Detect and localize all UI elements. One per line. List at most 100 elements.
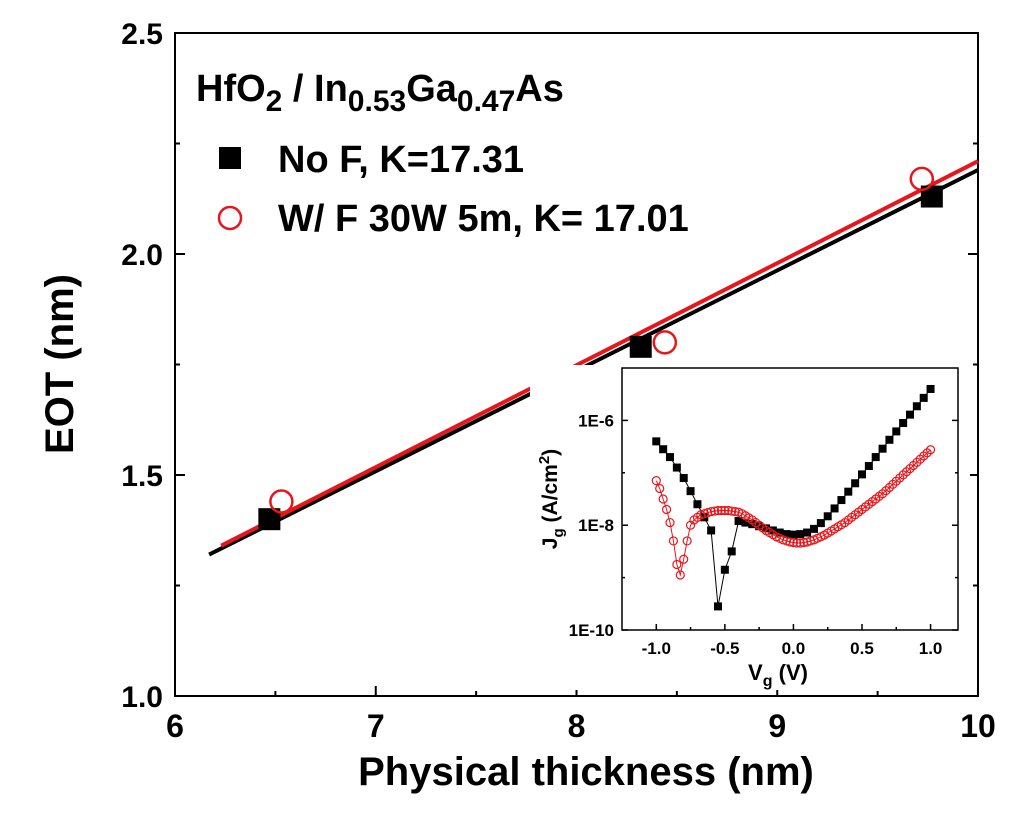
inset-point-no-f [789,530,798,539]
inset-point-no-f [659,445,668,454]
main-plot: 6 7 8 9 10 1.0 1.5 2.0 2.5 Physical thickness (… [38,18,996,794]
inset-point-no-f [899,419,908,428]
main-y-tick-label: 2.0 [121,239,163,272]
main-x-ticks: 6 7 8 9 10 [166,686,996,744]
inset-point-no-f [871,453,880,462]
inset-point-no-f [906,410,914,419]
inset-point-with-f [675,570,685,580]
inset-point-with-f [665,517,675,528]
inset-point-with-f [682,536,692,546]
inset-point-with-f [730,506,740,517]
inset-point-with-f [679,554,689,564]
inset-point-no-f [707,526,716,535]
inset-x-title-rest: (V) [773,660,808,685]
main-y-tick-label: 2.5 [121,18,163,51]
inset-point-no-f [693,500,702,509]
main-y-tick-label: 1.0 [121,681,163,714]
inset-y-title-sup: 2 [536,456,553,464]
inset-point-with-f [720,505,730,516]
inset-point-with-f [706,506,716,517]
legend-label-no-f: No F, K=17.31 [278,139,524,181]
inset-point-no-f [686,487,695,496]
inset-point-with-f [925,445,936,455]
inset-point-with-f [672,559,682,570]
inset-point-with-f [799,537,809,548]
fit-line-no-f [208,168,979,557]
inset-point-with-f [727,506,737,516]
inset-y-tick-label: 1E-6 [578,411,614,430]
legend-title: HfO2 / In0.53Ga0.47As [196,68,564,118]
inset-point-with-f [785,537,795,547]
main-x-tick-label: 10 [960,708,996,744]
inset-x-ticks: -1.0 -0.5 0.0 0.5 1.0 [642,624,943,658]
inset-point-with-f [668,536,679,546]
inset-point-no-f [864,461,873,470]
main-fit-lines [208,159,979,557]
inset-x-title-sub: g [763,673,773,690]
legend-marker-with-f [217,205,243,231]
inset-plot: -1.0 -0.5 0.0 0.5 1.0 1E-10 1E-8 1E-6 Vg (V) J… [530,365,970,690]
inset-point-with-f [792,538,802,548]
inset-point-no-f [727,547,736,556]
inset-x-tick-label: 0.0 [782,639,806,658]
legend-label-with-f: W/ F 30W 5m, K= 17.01 [278,198,689,240]
inset-series [651,384,936,611]
inset-point-with-f [788,537,799,548]
inset-point-no-f [830,504,839,513]
main-y-tick-label: 1.5 [121,460,163,493]
legend-title-sub-2: 2 [266,85,283,118]
inset-point-no-f [720,565,729,574]
inset-point-with-f [716,505,727,516]
inset-point-no-f [734,517,743,526]
inset-point-with-f [723,505,733,516]
data-point-with-f [652,330,678,355]
legend-title-ga: Ga [406,68,458,110]
inset-x-tick-label: 0.5 [850,639,874,658]
main-x-axis-title: Physical thickness (nm) [358,750,814,794]
inset-point-no-f [810,524,818,533]
main-x-tick-label: 8 [568,708,586,744]
data-point-with-f [909,166,935,192]
inset-point-with-f [795,538,805,548]
data-point-no-f [258,508,281,531]
inset-point-no-f [844,487,853,496]
inset-point-with-f [651,476,661,486]
data-point-with-f [269,489,294,514]
main-x-tick-label: 9 [768,708,786,744]
inset-plot-frame [621,367,959,631]
inset-x-tick-label: -0.5 [710,639,739,658]
inset-point-no-f [741,518,750,527]
inset-point-no-f [714,602,722,611]
inset-point-no-f [926,384,935,393]
data-point-no-f [629,335,652,358]
inset-x-tick-label: 1.0 [919,639,943,658]
inset-y-title-base: J [539,538,562,550]
inset-point-no-f [666,453,674,462]
inset-y-title-end: ) [539,449,562,456]
inset-y-axis-title: Jg (A/cm2) [536,449,567,549]
legend-title-hfo: HfO [196,68,266,110]
inset-point-no-f [919,393,928,402]
main-x-tick-label: 7 [367,708,385,744]
inset-point-with-f [713,505,723,516]
inset-point-no-f [775,528,784,537]
main-y-ticks: 1.0 1.5 2.0 2.5 [121,18,978,714]
inset-point-no-f [816,519,825,528]
inset-y-title-rest: (A/cm [539,464,562,528]
legend-marker-no-f [219,147,241,169]
inset-y-tick-label: 1E-8 [578,516,614,535]
inset-point-no-f [837,496,846,505]
inset-point-no-f [885,435,894,444]
legend-title-in: / In [282,68,347,110]
inset-y-ticks: 1E-10 1E-8 1E-6 [569,411,958,640]
fit-line-with-f [220,159,979,548]
inset-point-no-f [652,437,661,446]
main-y-axis-title: EOT (nm) [38,274,82,454]
inset-x-title-base: V [748,660,763,685]
inset-point-no-f [823,512,832,521]
inset-point-no-f [851,479,860,488]
legend-title-sub-053: 0.53 [348,85,406,118]
inset-point-no-f [892,427,901,436]
inset-point-with-f [661,504,672,515]
